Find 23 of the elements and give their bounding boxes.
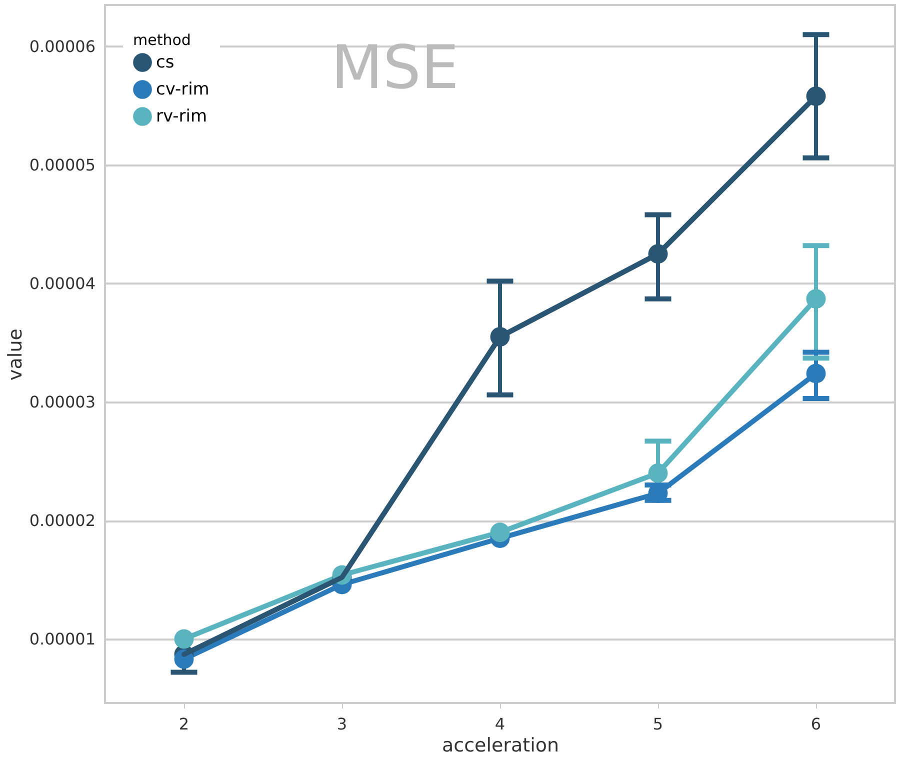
y-tick-label: 0.00001 bbox=[29, 630, 96, 649]
point bbox=[648, 463, 668, 483]
y-tick-label: 0.00003 bbox=[29, 392, 96, 412]
x-axis-title: acceleration bbox=[442, 734, 560, 756]
legend-label: cs bbox=[156, 52, 174, 72]
x-tick-label: 5 bbox=[652, 714, 664, 734]
legend-title: method bbox=[133, 31, 191, 49]
x-tick-label: 3 bbox=[336, 714, 348, 734]
legend-label: rv-rim bbox=[156, 106, 207, 126]
y-tick-label: 0.00004 bbox=[29, 274, 96, 293]
y-tick-label: 0.00006 bbox=[29, 36, 96, 56]
y-axis-title: value bbox=[4, 328, 26, 380]
point bbox=[806, 364, 826, 384]
point bbox=[806, 289, 826, 309]
x-tick-label: 4 bbox=[494, 714, 506, 734]
legend-label: cv-rim bbox=[156, 80, 210, 100]
y-tick-label: 0.00002 bbox=[29, 511, 96, 530]
point bbox=[174, 629, 194, 649]
annotation: MSE bbox=[331, 33, 459, 103]
x-tick-label: 6 bbox=[810, 714, 822, 734]
x-tick-label: 2 bbox=[178, 714, 190, 734]
point bbox=[490, 522, 510, 542]
y-tick-label: 0.00005 bbox=[29, 155, 96, 174]
